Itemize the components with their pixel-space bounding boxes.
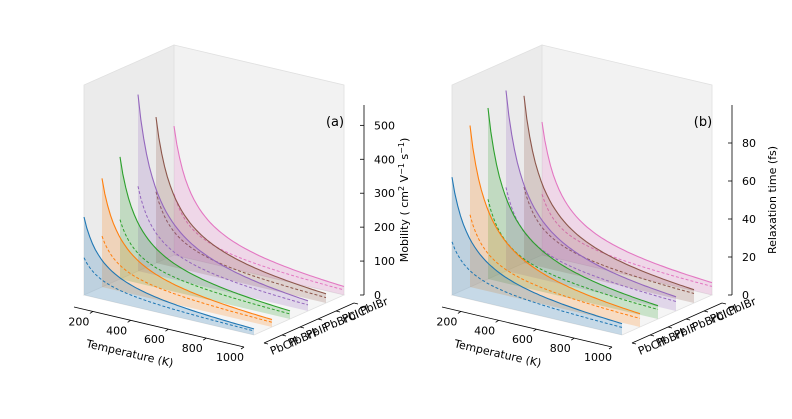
panel-label: (b) xyxy=(694,115,712,130)
area-pbbrf xyxy=(470,125,640,327)
x-tick xyxy=(240,346,245,350)
area-pbbrf xyxy=(102,178,272,327)
z-axis-label-superscript: −1 xyxy=(397,163,406,175)
x-tick xyxy=(203,337,207,341)
z-tick-label: 60 xyxy=(742,175,756,188)
x-tick xyxy=(571,337,575,341)
area-pbbrcl xyxy=(138,94,308,311)
z-axis-label-part: Mobility ( cm xyxy=(398,191,411,262)
z-tick-label: 20 xyxy=(742,251,756,264)
z-axis-label: Relaxation time (fs) xyxy=(766,146,779,254)
category-tick xyxy=(335,310,341,313)
category-tick xyxy=(317,318,323,321)
x-tick-label: 1000 xyxy=(584,351,612,364)
x-tick xyxy=(165,328,169,332)
z-tick-label: 40 xyxy=(742,213,756,226)
z-axis-label: Mobility ( cm2 V−1 s−1) xyxy=(397,138,412,263)
line-dashed-pbbrcl xyxy=(137,186,309,306)
line-upper-pbicl xyxy=(155,117,327,295)
x-tick-label: 400 xyxy=(474,324,495,337)
line-dashed-pbclf xyxy=(83,257,255,332)
area-pbicl xyxy=(524,95,694,303)
line-upper-pbclf xyxy=(83,216,255,330)
z-tick-label: 80 xyxy=(742,137,756,150)
category-tick xyxy=(631,342,637,345)
category-tick xyxy=(721,302,727,305)
line-dashed-pbbrf xyxy=(101,235,273,323)
z-axis-label-superscript: −1 xyxy=(397,142,406,154)
x-tick xyxy=(533,328,537,332)
line-upper-pbibr xyxy=(173,126,345,288)
line-dashed-pbicl xyxy=(155,191,327,299)
line-upper-pbif xyxy=(119,156,291,312)
z-tick-label: 300 xyxy=(374,187,395,200)
z-tick-label: 200 xyxy=(374,221,395,234)
area-pbclf xyxy=(452,177,622,335)
line-upper-pbicl xyxy=(523,95,695,291)
line-upper-pbibr xyxy=(541,121,713,284)
pane-floor xyxy=(82,254,346,336)
category-tick xyxy=(353,302,359,305)
area-pbif xyxy=(488,108,658,319)
z-tick-label: 500 xyxy=(374,119,395,132)
x-tick xyxy=(495,320,499,323)
line-dashed-pbbrf xyxy=(469,214,641,319)
x-tick-label: 400 xyxy=(106,324,127,337)
line-upper-pbbrcl xyxy=(137,94,309,302)
line-upper-pbbrf xyxy=(469,125,641,315)
x-tick-label: 200 xyxy=(436,315,457,328)
z-tick-label: 0 xyxy=(374,289,381,302)
line-dashed-pbibr xyxy=(541,194,713,287)
line-upper-pbbrf xyxy=(101,178,273,321)
x-axis-line xyxy=(73,306,245,348)
x-tick-label: 600 xyxy=(512,333,533,346)
area-pbibr xyxy=(542,122,712,295)
z-tick-label: 0 xyxy=(742,289,749,302)
line-upper-pbif xyxy=(487,107,659,307)
line-upper-pbbrcl xyxy=(505,90,677,298)
x-tick xyxy=(608,346,613,350)
line-dashed-pbclf xyxy=(451,241,623,328)
x-tick-label: 1000 xyxy=(216,351,244,364)
category-tick xyxy=(703,310,709,313)
z-axis-label-part: ) xyxy=(398,138,411,142)
x-tick-label: 800 xyxy=(182,342,203,355)
x-tick xyxy=(457,311,462,314)
category-axis-line xyxy=(631,302,723,344)
x-tick xyxy=(127,320,131,323)
category-tick xyxy=(299,326,305,329)
area-pbclf xyxy=(84,217,254,335)
line-dashed-pbibr xyxy=(173,193,345,291)
category-axis-line xyxy=(263,302,355,344)
z-tick-label: 400 xyxy=(374,153,395,166)
category-tick xyxy=(685,318,691,321)
z-axis-label-part: s xyxy=(398,154,411,163)
x-tick-label: 800 xyxy=(550,342,571,355)
category-tick xyxy=(649,334,655,337)
z-tick-label: 100 xyxy=(374,255,395,268)
z-axis-label-part: V xyxy=(398,174,411,185)
panel-label: (a) xyxy=(326,115,344,130)
line-dashed-pbif xyxy=(119,219,291,315)
x-tick-label: 200 xyxy=(68,315,89,328)
area-pbibr xyxy=(174,126,344,295)
category-tick xyxy=(667,326,673,329)
line-upper-pbclf xyxy=(451,177,623,325)
category-tick xyxy=(263,342,269,345)
x-tick xyxy=(89,311,94,314)
x-tick-label: 600 xyxy=(144,333,165,346)
pane-floor xyxy=(450,254,714,336)
z-axis-label-superscript: 2 xyxy=(397,186,406,191)
area-pbicl xyxy=(156,117,326,303)
x-axis-line xyxy=(441,306,613,348)
category-tick xyxy=(281,334,287,337)
